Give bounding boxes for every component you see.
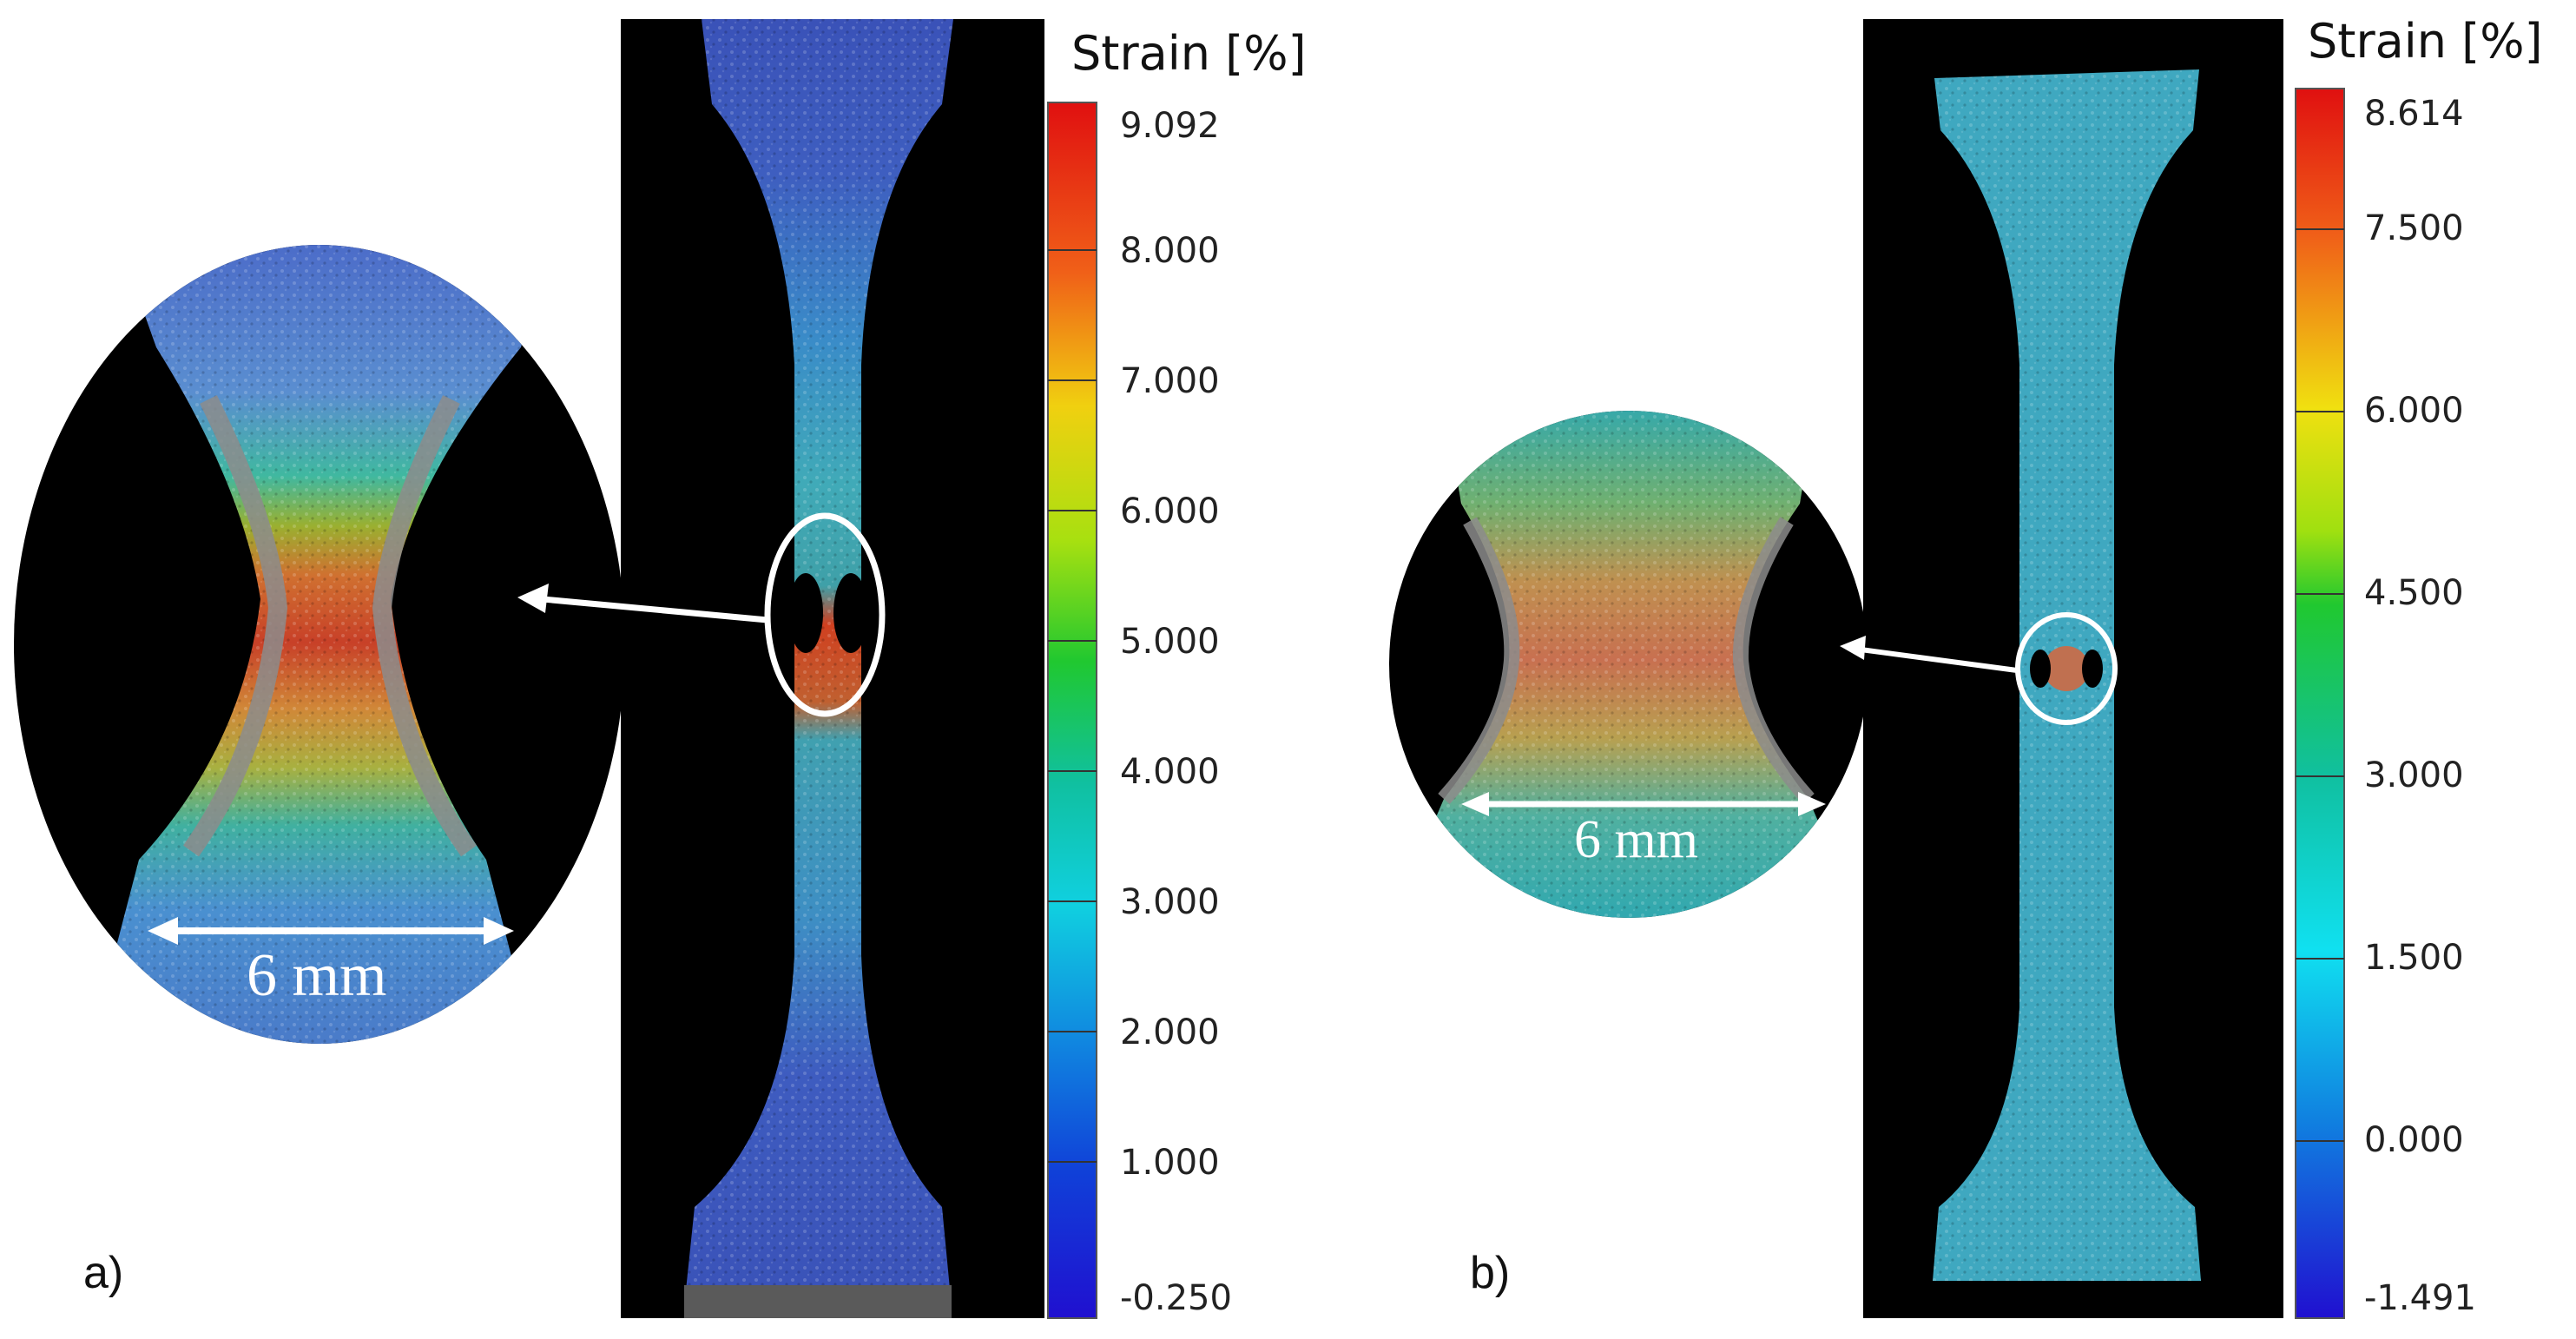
colorbar-tick-label: 4.500 [2364,573,2464,613]
colorbar-tick-label: 9.092 [1120,106,1220,146]
colorbar-tick-label: 4.000 [1120,752,1220,792]
panel-a: Strain [%] 9.092 8.000 7.000 6.000 5.000… [14,19,1307,1319]
colorbar-ticks [1048,249,1097,1163]
colorbar-tick-label: -0.250 [1120,1278,1232,1318]
colorbar-tick-label: 8.000 [1120,231,1220,271]
colorbar-tick-label: 5.000 [1120,622,1220,662]
colorbar-tick-label: 6.000 [2364,391,2464,431]
panel-label: b) [1470,1248,1511,1298]
colorbar-tick-label: 7.500 [2364,208,2464,248]
colorbar-tick-label: 1.000 [1120,1143,1220,1183]
scale-bar-label: 6 mm [1574,810,1698,869]
colorbar-title: Strain [%] [1071,26,1307,81]
panel-label: a) [83,1248,124,1298]
panel-b-graphic [1389,19,2345,1319]
colorbar-tick-label: 3.000 [1120,882,1220,922]
colorbar-tick-label: 0.000 [2364,1120,2464,1160]
panel-b: Strain [%] 8.614 7.500 6.000 4.500 3.000… [1288,0,2576,1339]
colorbar-title: Strain [%] [2308,14,2543,69]
zoom-inset [14,245,625,1044]
colorbar-tick-label: 1.500 [2364,938,2464,978]
colorbar [1047,102,1097,1319]
colorbar-tick-label: 7.000 [1120,361,1220,401]
colorbar-tick-label: 8.614 [2364,94,2464,134]
colorbar-tick-label: 6.000 [1120,491,1220,531]
colorbar-ticks [2296,228,2344,1142]
colorbar-tick-label: 2.000 [1120,1012,1220,1052]
scale-bar-label: 6 mm [247,942,387,1009]
colorbar-tick-label: -1.491 [2364,1278,2476,1318]
specimen-image [517,19,1044,1318]
panel-a-graphic [14,19,1097,1319]
colorbar-tick-label: 3.000 [2364,755,2464,795]
specimen-image [1840,19,2283,1318]
colorbar [2295,88,2345,1319]
zoom-inset [1389,411,1868,918]
